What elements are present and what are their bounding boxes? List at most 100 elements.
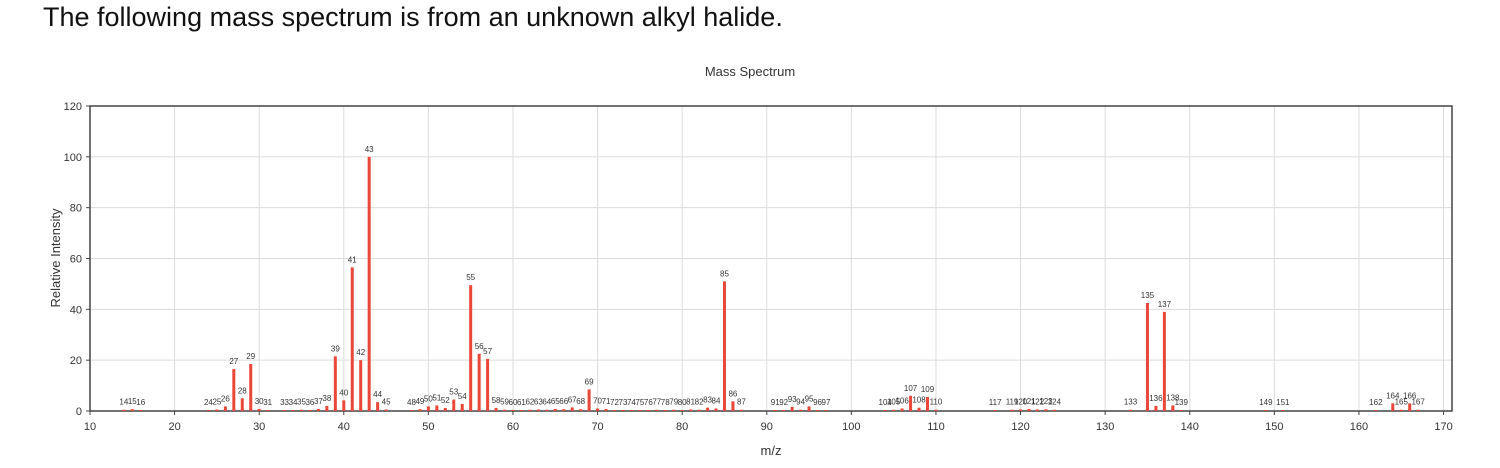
x-tick-label: 40 — [338, 421, 350, 433]
spectrum-bar — [1129, 409, 1133, 411]
peak-label: 123 — [1039, 397, 1053, 406]
spectrum-bar — [722, 281, 726, 411]
spectrum-bar — [1391, 403, 1395, 411]
spectrum-bar — [232, 369, 236, 411]
spectrum-bar — [807, 406, 811, 411]
peak-label: 138 — [1166, 393, 1180, 402]
peak-label: 25 — [212, 397, 221, 406]
x-tick-label: 130 — [1096, 421, 1114, 433]
peak-label: 121 — [1022, 397, 1036, 406]
peak-label: 166 — [1403, 391, 1417, 400]
spectrum-bar — [1010, 409, 1014, 411]
spectrum-bar — [816, 409, 820, 411]
peak-label: 68 — [576, 397, 585, 406]
spectrum-bar — [130, 409, 134, 411]
peak-label: 105 — [887, 398, 901, 407]
spectrum-bar — [883, 409, 887, 411]
question-text: The following mass spectrum is from an u… — [43, 2, 783, 32]
peak-label: 95 — [805, 394, 814, 403]
x-tick-label: 10 — [84, 421, 96, 433]
peak-label: 97 — [822, 398, 831, 407]
spectrum-bar — [621, 410, 625, 411]
spectrum-bar — [443, 407, 447, 411]
spectrum-bar — [909, 395, 913, 411]
peak-label: 59 — [500, 398, 509, 407]
peak-label: 86 — [728, 389, 737, 398]
spectrum-bar — [291, 410, 295, 411]
peak-label: 120 — [1014, 397, 1028, 406]
peak-label: 167 — [1411, 398, 1425, 407]
spectrum-bar — [1408, 403, 1412, 411]
y-tick-label: 120 — [64, 101, 82, 113]
y-tick-label: 20 — [70, 355, 82, 367]
peak-label: 37 — [314, 397, 323, 406]
peak-label: 57 — [483, 347, 492, 356]
spectrum-bar — [579, 409, 583, 411]
spectrum-bar — [892, 409, 896, 411]
peak-label: 122 — [1031, 397, 1045, 406]
peak-label: 94 — [796, 398, 805, 407]
spectrum-bar — [1145, 302, 1149, 411]
peak-label: 16 — [136, 398, 145, 407]
spectrum-bar — [672, 409, 676, 411]
y-tick-label: 40 — [70, 304, 82, 316]
spectrum-bar — [714, 408, 718, 411]
peak-label: 39 — [331, 344, 340, 353]
grid-lines — [89, 106, 1452, 411]
peak-label: 84 — [712, 396, 721, 405]
spectrum-bar — [773, 409, 777, 411]
spectrum-bar — [308, 409, 312, 411]
peak-label: 58 — [492, 396, 501, 405]
spectrum-bar — [435, 405, 439, 411]
spectrum-bar — [519, 409, 523, 411]
peak-label: 70 — [593, 396, 602, 405]
x-axis-label: m/z — [761, 443, 782, 458]
spectrum-bar — [215, 409, 219, 411]
spectrum-bar — [418, 409, 422, 411]
chart-title: Mass Spectrum — [705, 64, 795, 79]
peak-label: 106 — [895, 396, 909, 405]
spectrum-bar — [790, 406, 794, 411]
spectrum-bar — [316, 408, 320, 411]
peak-label: 124 — [1048, 398, 1062, 407]
spectrum-bar — [782, 409, 786, 411]
spectrum-bar — [1399, 409, 1403, 411]
peak-label: 74 — [627, 398, 636, 407]
x-tick-label: 160 — [1350, 421, 1368, 433]
peak-label: 109 — [921, 385, 935, 394]
peak-label: 137 — [1158, 300, 1172, 309]
spectrum-bar — [993, 409, 997, 411]
x-tick-label: 90 — [761, 421, 773, 433]
spectrum-bar — [604, 408, 608, 411]
axis-ticks: 10 20 30 40 50 60 70 80 90 100 110 120 130 140 150 160 1… — [64, 101, 1453, 433]
spectrum-bar — [1374, 409, 1378, 411]
peak-label: 107 — [904, 384, 918, 393]
peak-label: 65 — [551, 397, 560, 406]
spectrum-bar — [376, 402, 380, 411]
spectrum-bar — [299, 409, 303, 411]
peak-label: 110 — [930, 398, 943, 407]
peak-label: 30 — [255, 397, 264, 406]
peak-label: 91 — [771, 398, 780, 407]
spectrum-bar — [1035, 409, 1039, 411]
spectrum-bar — [926, 397, 930, 411]
spectrum-bar — [553, 408, 557, 411]
peak-label: 78 — [661, 398, 670, 407]
x-tick-label: 140 — [1181, 421, 1199, 433]
spectrum-bar — [122, 409, 126, 411]
peak-label: 36 — [305, 398, 314, 407]
y-tick-label: 100 — [64, 152, 82, 164]
peak-label: 24 — [204, 398, 213, 407]
spectrum-bar — [545, 409, 549, 411]
peak-label: 56 — [475, 342, 484, 351]
peak-label: 73 — [619, 398, 628, 407]
x-tick-label: 170 — [1434, 421, 1452, 433]
spectrum-bar — [629, 410, 633, 411]
peak-label: 15 — [128, 397, 137, 406]
peak-label: 44 — [373, 390, 382, 399]
x-tick-label: 70 — [591, 421, 603, 433]
spectrum-bar — [646, 410, 650, 411]
spectrum-bar — [824, 409, 828, 411]
peak-label: 67 — [568, 395, 577, 404]
spectrum-bar — [452, 399, 456, 411]
